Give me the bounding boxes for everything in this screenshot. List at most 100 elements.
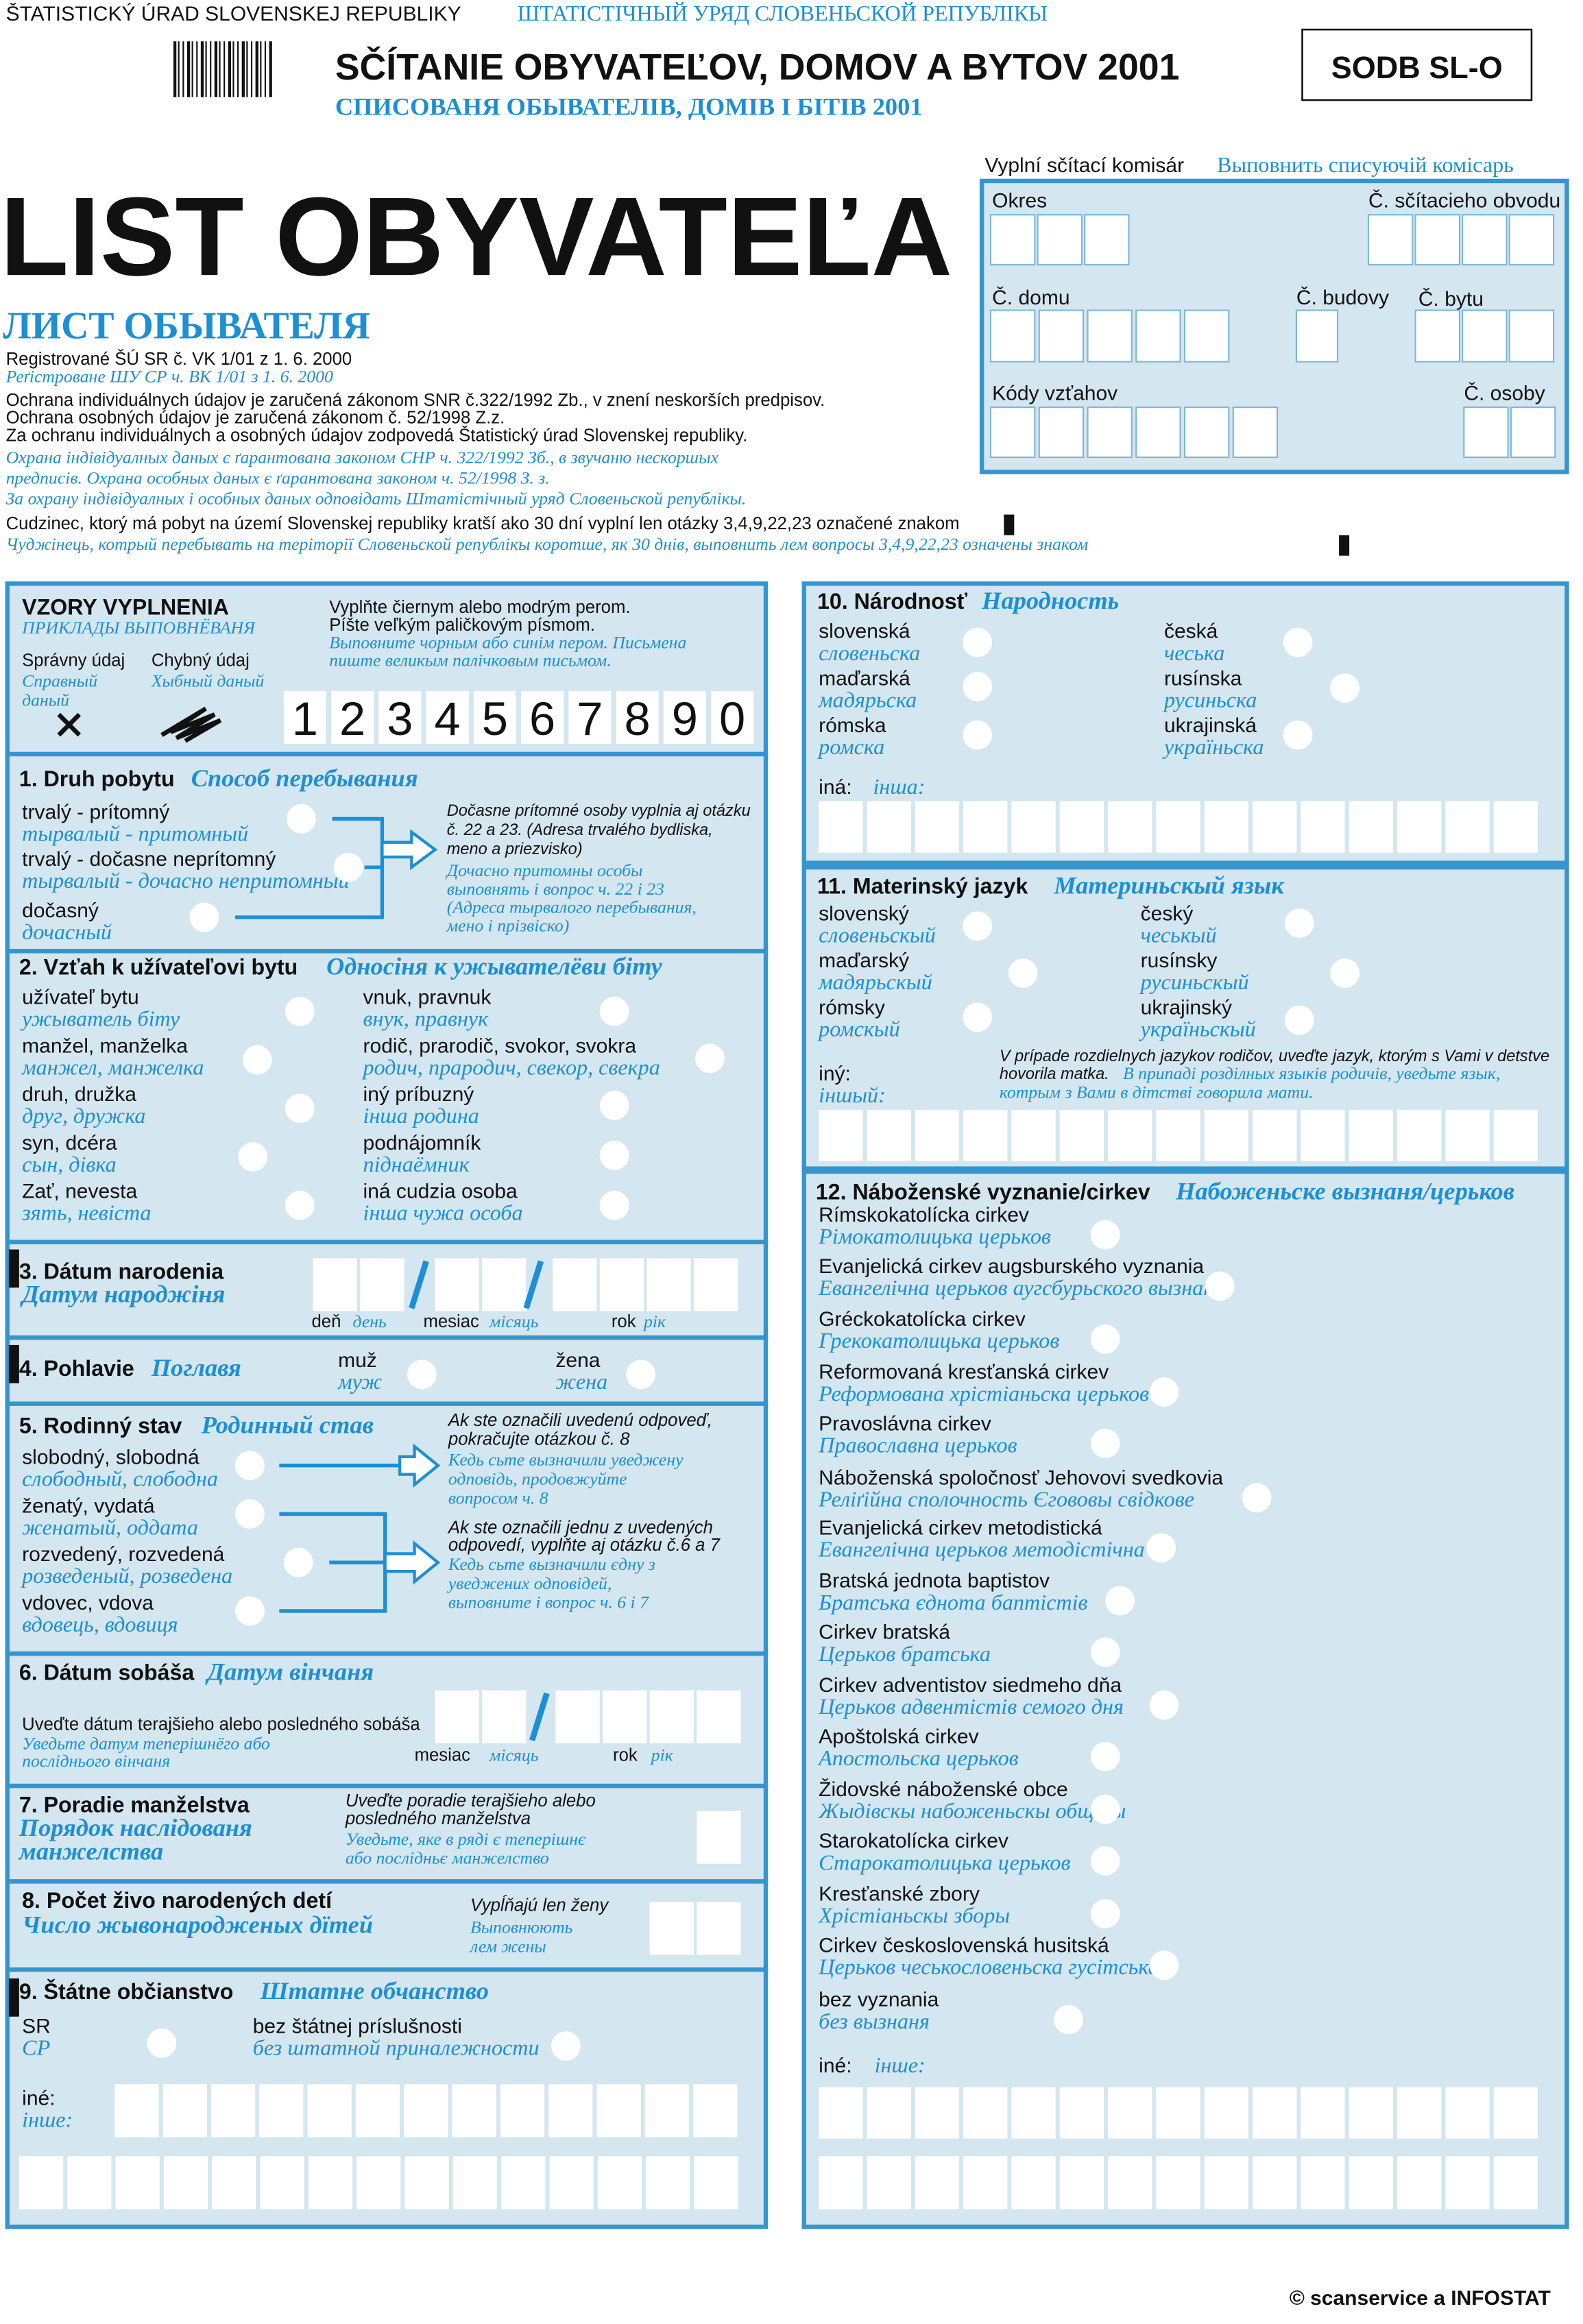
input-box[interactable]: [1108, 2156, 1152, 2210]
input-box[interactable]: [452, 2084, 496, 2138]
radio[interactable]: [1090, 1429, 1120, 1458]
input-box[interactable]: [694, 2156, 738, 2210]
input-box[interactable]: [989, 309, 1036, 363]
input-box[interactable]: [404, 2156, 449, 2210]
input-box[interactable]: [1397, 2087, 1442, 2139]
input-box[interactable]: [19, 2156, 64, 2210]
input-box[interactable]: [404, 2084, 448, 2138]
input-box[interactable]: [435, 1690, 479, 1743]
input-box[interactable]: [259, 2084, 304, 2138]
input-box[interactable]: [549, 2156, 594, 2210]
input-box[interactable]: [819, 1109, 863, 1161]
input-box[interactable]: [313, 1258, 357, 1311]
input-box[interactable]: [1087, 309, 1133, 363]
input-box[interactable]: [1493, 2156, 1538, 2210]
input-box[interactable]: [1135, 309, 1181, 363]
radio[interactable]: [1149, 1690, 1179, 1720]
input-box[interactable]: [963, 801, 1008, 853]
input-box[interactable]: [1156, 801, 1200, 853]
input-box[interactable]: [1204, 2156, 1249, 2210]
input-box[interactable]: [1108, 1109, 1152, 1161]
input-box[interactable]: [697, 1902, 741, 1955]
input-box[interactable]: [915, 1109, 960, 1161]
radio[interactable]: [1149, 1377, 1179, 1407]
input-box[interactable]: [114, 2084, 159, 2138]
input-box[interactable]: [867, 2156, 911, 2210]
input-box[interactable]: [963, 1109, 1008, 1161]
input-box[interactable]: [355, 2084, 400, 2138]
radio[interactable]: [1330, 673, 1360, 703]
input-box[interactable]: [1108, 801, 1152, 853]
input-box[interactable]: [1204, 1109, 1249, 1161]
input-box[interactable]: [819, 801, 863, 853]
input-box[interactable]: [819, 2156, 863, 2210]
input-box[interactable]: [1037, 214, 1083, 266]
input-box[interactable]: [1011, 801, 1056, 853]
input-box[interactable]: [647, 1258, 691, 1311]
radio[interactable]: [285, 996, 315, 1026]
input-box[interactable]: [1038, 309, 1085, 363]
input-box[interactable]: [1108, 2087, 1152, 2139]
input-box[interactable]: [1059, 2156, 1104, 2210]
input-box[interactable]: [212, 2156, 256, 2210]
input-box[interactable]: [1059, 1109, 1104, 1161]
radio[interactable]: [963, 1002, 993, 1032]
radio[interactable]: [1090, 1637, 1120, 1667]
input-box[interactable]: [867, 1109, 911, 1161]
input-box[interactable]: [1204, 2087, 1249, 2139]
input-box[interactable]: [1349, 1109, 1394, 1161]
input-box[interactable]: [1349, 2087, 1394, 2139]
input-box[interactable]: [1011, 2156, 1056, 2210]
input-box[interactable]: [616, 690, 659, 745]
radio[interactable]: [333, 852, 363, 882]
radio[interactable]: [1283, 627, 1313, 657]
radio[interactable]: [1090, 1899, 1120, 1929]
input-box[interactable]: [307, 2084, 352, 2138]
input-box[interactable]: [1397, 801, 1442, 853]
input-box[interactable]: [989, 407, 1036, 459]
input-box[interactable]: [210, 2084, 256, 2138]
radio[interactable]: [1090, 1324, 1120, 1354]
input-box[interactable]: [162, 2084, 207, 2138]
radio[interactable]: [1242, 1483, 1272, 1513]
input-box[interactable]: [1301, 801, 1345, 853]
radio[interactable]: [1284, 908, 1314, 939]
radio[interactable]: [1149, 1950, 1179, 1981]
radio[interactable]: [1284, 1005, 1314, 1035]
input-box[interactable]: [963, 2156, 1008, 2210]
input-box[interactable]: [1414, 309, 1460, 363]
radio[interactable]: [285, 1190, 315, 1220]
input-box[interactable]: [1414, 214, 1460, 266]
input-box[interactable]: [163, 2156, 208, 2210]
input-box[interactable]: [501, 2156, 546, 2210]
input-box[interactable]: [1462, 309, 1508, 363]
input-box[interactable]: [482, 1690, 527, 1743]
input-box[interactable]: [599, 1258, 644, 1311]
input-box[interactable]: [1493, 801, 1538, 853]
input-box[interactable]: [1135, 407, 1181, 459]
radio[interactable]: [287, 803, 316, 834]
radio[interactable]: [963, 720, 993, 750]
input-box[interactable]: [521, 690, 564, 745]
input-box[interactable]: [1445, 2156, 1490, 2210]
input-box[interactable]: [644, 2084, 690, 2138]
input-box[interactable]: [67, 2156, 112, 2210]
radio[interactable]: [963, 672, 993, 701]
input-box[interactable]: [1232, 407, 1279, 459]
radio[interactable]: [283, 1547, 313, 1577]
input-box[interactable]: [989, 214, 1036, 266]
input-box[interactable]: [649, 1690, 694, 1743]
radio[interactable]: [235, 1499, 265, 1529]
input-box[interactable]: [915, 801, 960, 853]
radio[interactable]: [599, 996, 629, 1026]
input-box[interactable]: [473, 690, 516, 745]
input-box[interactable]: [1156, 2156, 1200, 2210]
input-box[interactable]: [260, 2156, 304, 2210]
input-box[interactable]: [548, 2084, 593, 2138]
input-box[interactable]: [1445, 801, 1490, 853]
input-box[interactable]: [1059, 2087, 1104, 2139]
radio[interactable]: [626, 1359, 656, 1390]
radio[interactable]: [551, 2031, 581, 2061]
input-box[interactable]: [1295, 309, 1339, 363]
radio[interactable]: [599, 1190, 629, 1220]
